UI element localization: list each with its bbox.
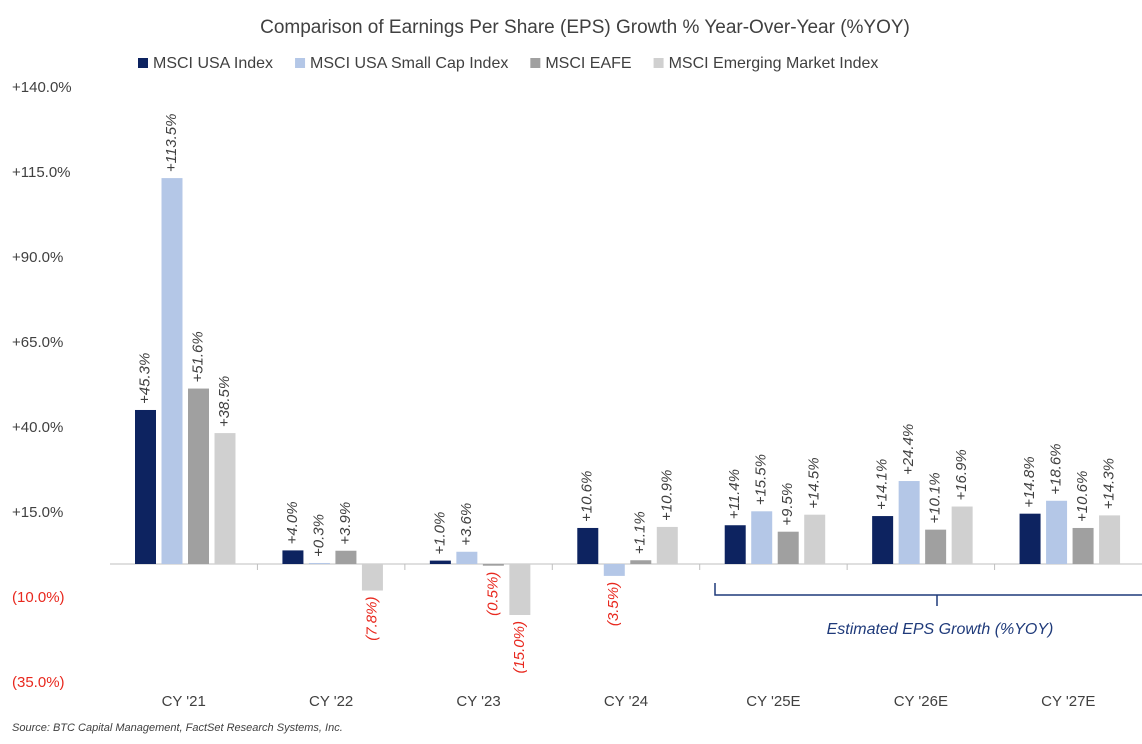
value-label: +1.0% <box>431 512 448 555</box>
y-tick-label: +15.0% <box>12 504 63 521</box>
bar <box>429 560 451 564</box>
bar <box>308 562 330 564</box>
bar <box>335 550 357 564</box>
y-tick-label: (35.0%) <box>12 674 65 691</box>
y-tick-label: +40.0% <box>12 419 63 436</box>
legend-swatch <box>653 58 664 68</box>
value-label: +113.5% <box>163 114 180 173</box>
bar <box>482 564 504 566</box>
x-tick-label: CY '26E <box>894 693 948 710</box>
value-label: +14.8% <box>1021 456 1038 507</box>
bar <box>630 560 652 564</box>
estimate-bracket <box>714 583 1142 606</box>
value-label: +38.5% <box>216 376 233 427</box>
value-label: +24.4% <box>900 424 917 475</box>
value-label: +45.3% <box>136 353 153 404</box>
value-label: +10.6% <box>1074 471 1091 522</box>
bar <box>456 551 478 564</box>
x-tick-label: CY '23 <box>456 693 500 710</box>
y-tick-label: +65.0% <box>12 334 63 351</box>
value-label: +16.9% <box>953 449 970 500</box>
bar <box>214 433 236 564</box>
legend-label: MSCI USA Small Cap Index <box>310 55 508 72</box>
value-label: +14.5% <box>806 457 823 508</box>
y-tick-label: +115.0% <box>12 164 71 181</box>
bar <box>724 525 746 564</box>
bar <box>188 388 209 564</box>
value-label: +3.6% <box>458 503 475 546</box>
bar <box>751 511 773 564</box>
value-label: +3.9% <box>337 502 354 545</box>
bar <box>777 531 799 564</box>
bar <box>898 481 920 564</box>
value-label: +10.9% <box>658 470 675 521</box>
value-label: +14.1% <box>874 459 891 510</box>
bar <box>656 526 678 564</box>
value-label: +18.6% <box>1048 443 1065 494</box>
bar <box>872 516 894 564</box>
y-tick-label: +90.0% <box>12 249 63 266</box>
bar <box>804 514 826 564</box>
bar <box>925 529 947 564</box>
value-label: (0.5%) <box>484 572 501 616</box>
bar <box>603 564 625 576</box>
legend-swatch <box>295 58 306 68</box>
y-tick-label: +140.0% <box>12 79 72 96</box>
legend-swatch <box>138 58 148 68</box>
bar <box>361 564 383 591</box>
bar <box>161 178 183 564</box>
value-label: +15.5% <box>753 454 770 505</box>
value-label: +9.5% <box>779 483 796 526</box>
bar <box>1019 513 1041 564</box>
value-label: +4.0% <box>284 501 301 544</box>
value-label: +10.6% <box>579 471 596 522</box>
value-label: +11.4% <box>726 469 743 519</box>
x-tick-label: CY '21 <box>162 693 206 710</box>
legend-label: MSCI USA Index <box>153 55 273 72</box>
bar <box>282 550 304 564</box>
legend-label: MSCI EAFE <box>545 55 631 72</box>
bar <box>951 506 973 564</box>
source: Source: BTC Capital Management, FactSet … <box>12 722 343 734</box>
y-tick-label: (10.0%) <box>12 589 65 606</box>
value-label: (7.8%) <box>363 597 380 641</box>
value-label: +51.6% <box>189 331 206 382</box>
value-label: +10.1% <box>927 472 944 523</box>
bar <box>509 564 531 615</box>
value-label: +1.1% <box>632 511 649 554</box>
value-label: +0.3% <box>310 514 327 557</box>
x-tick-label: CY '24 <box>604 693 648 710</box>
value-label: (3.5%) <box>605 582 622 626</box>
legend-label: MSCI Emerging Market Index <box>669 55 879 72</box>
legend-swatch <box>530 58 541 68</box>
value-label: (15.0%) <box>511 621 528 674</box>
bar <box>577 527 599 564</box>
bar <box>1072 527 1094 564</box>
bar <box>1046 500 1068 564</box>
bar <box>135 409 156 564</box>
annotation: Estimated EPS Growth (%YOY) <box>827 621 1054 638</box>
bar <box>1099 515 1121 564</box>
chart-title: Comparison of Earnings Per Share (EPS) G… <box>260 17 910 38</box>
x-tick-label: CY '27E <box>1041 693 1095 710</box>
x-tick-label: CY '25E <box>746 693 800 710</box>
value-label: +14.3% <box>1101 458 1118 509</box>
x-tick-label: CY '22 <box>309 693 353 710</box>
